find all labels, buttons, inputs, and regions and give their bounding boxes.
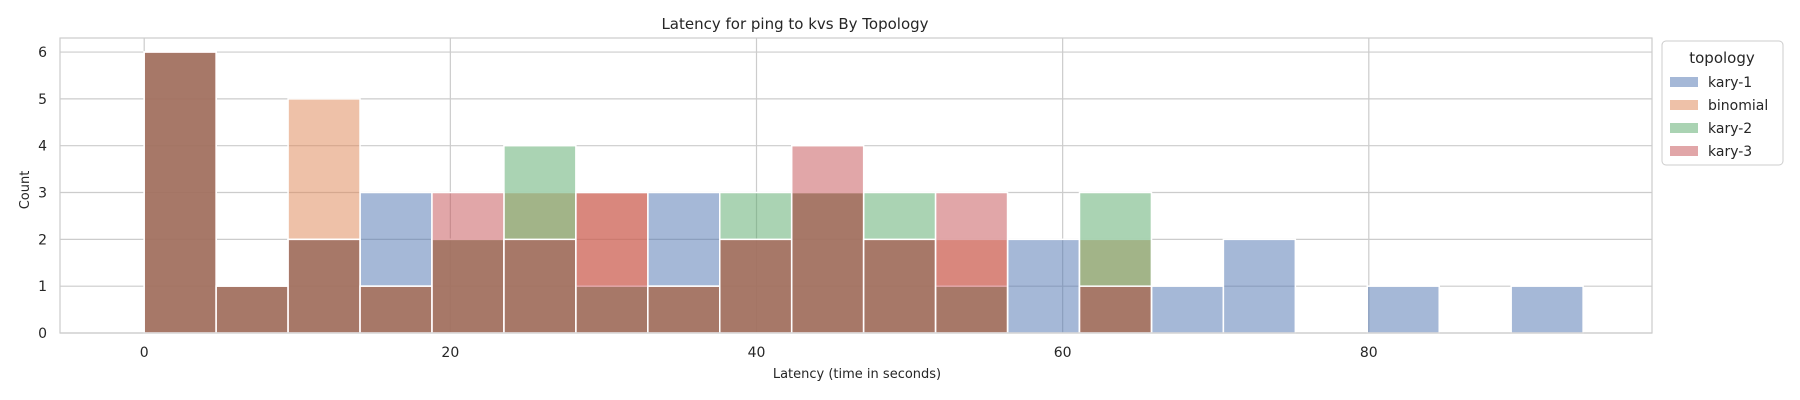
legend-label: kary-1 <box>1708 75 1752 91</box>
x-tick-labels: 0 20 40 60 80 <box>140 345 1378 361</box>
histogram-bar <box>647 285 721 334</box>
x-tick-label: 40 <box>748 345 766 361</box>
plot-frame <box>59 37 1653 334</box>
histogram-bar <box>431 191 505 334</box>
legend: topology kary-1 binomial kary-2 kary-3 <box>1661 40 1784 166</box>
x-axis-label: Latency (time in seconds) <box>773 367 941 382</box>
x-tick-label: 20 <box>441 345 459 361</box>
histogram-bar <box>1222 238 1297 334</box>
histogram-bar <box>862 238 937 334</box>
y-tick-label: 6 <box>38 45 47 61</box>
histogram-bar <box>359 285 433 334</box>
x-tick-label: 0 <box>140 345 149 361</box>
histogram-bar <box>1006 238 1081 334</box>
histogram-bar <box>934 191 1009 334</box>
y-axis-label: Count <box>18 171 33 210</box>
y-tick-label: 1 <box>38 279 47 295</box>
legend-label: kary-3 <box>1708 144 1752 160</box>
histogram-bar <box>503 238 577 334</box>
legend-swatch <box>1670 123 1698 133</box>
legend-title: topology <box>1689 49 1755 67</box>
histogram-bar <box>1150 285 1225 334</box>
y-tick-label: 2 <box>38 232 47 248</box>
histogram-bar <box>575 191 649 334</box>
histogram-bar <box>1366 285 1440 334</box>
chart-title: Latency for ping to kvs By Topology <box>661 15 928 33</box>
histogram-bar <box>215 285 289 334</box>
legend-label: binomial <box>1708 98 1768 114</box>
histogram-bar <box>1078 285 1153 334</box>
histogram-bar <box>790 144 865 334</box>
legend-items: kary-1 binomial kary-2 kary-3 <box>1670 75 1768 160</box>
y-tick-label: 5 <box>38 92 47 108</box>
legend-swatch <box>1670 146 1698 156</box>
histogram-bar <box>1510 285 1584 334</box>
legend-box <box>1661 40 1784 166</box>
y-tick-label: 4 <box>38 139 47 155</box>
y-tick-labels: 0 1 2 3 4 5 6 <box>38 45 47 342</box>
histogram-bar <box>719 238 793 334</box>
x-tick-label: 60 <box>1054 345 1072 361</box>
x-tick-label: 80 <box>1360 345 1378 361</box>
legend-swatch <box>1670 77 1698 87</box>
y-tick-label: 3 <box>38 186 47 202</box>
histogram-bar <box>287 238 361 334</box>
legend-swatch <box>1670 100 1698 110</box>
histogram-bar <box>143 51 217 334</box>
legend-label: kary-2 <box>1708 121 1752 137</box>
y-tick-label: 0 <box>38 326 47 342</box>
